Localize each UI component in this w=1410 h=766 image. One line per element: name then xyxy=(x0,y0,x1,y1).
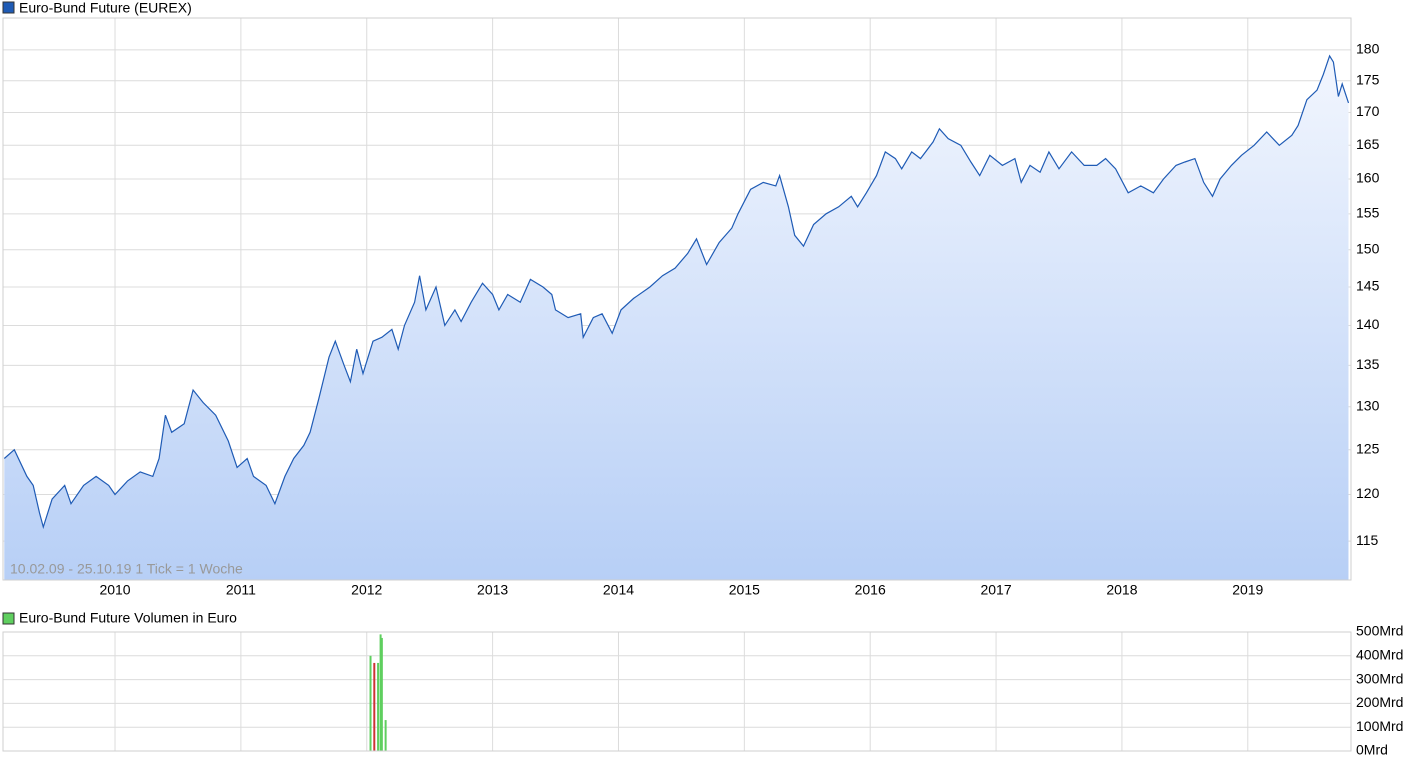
y-tick-label: 125 xyxy=(1356,440,1380,456)
y-tick-label: 145 xyxy=(1356,278,1380,294)
y-tick-label: 200Mrd xyxy=(1356,694,1403,710)
y-tick-label: 130 xyxy=(1356,397,1380,413)
y-tick-label: 135 xyxy=(1356,356,1380,372)
plot-frame xyxy=(2,631,1352,752)
y-tick-label: 175 xyxy=(1356,71,1380,87)
y-tick-label: 180 xyxy=(1356,41,1380,57)
x-tick-label: 2017 xyxy=(980,582,1011,598)
x-tick-label: 2013 xyxy=(477,582,508,598)
x-tick-label: 2010 xyxy=(99,582,130,598)
legend-swatch xyxy=(2,1,15,14)
volume-bar xyxy=(369,655,372,751)
y-tick-label: 165 xyxy=(1356,136,1380,152)
y-tick-label: 0Mrd xyxy=(1356,742,1388,758)
y-tick-label: 155 xyxy=(1356,205,1380,221)
x-tick-label: 2018 xyxy=(1106,582,1137,598)
y-tick-label: 150 xyxy=(1356,240,1380,256)
y-tick-label: 400Mrd xyxy=(1356,647,1403,663)
legend-label: Euro-Bund Future Volumen in Euro xyxy=(19,610,237,626)
area xyxy=(4,55,1349,580)
x-tick-label: 2012 xyxy=(351,582,382,598)
legend-swatch xyxy=(2,612,15,625)
volume-bar xyxy=(373,662,376,751)
legend-label: Euro-Bund Future (EUREX) xyxy=(19,0,192,16)
y-tick-label: 500Mrd xyxy=(1356,623,1403,639)
y-tick-label: 100Mrd xyxy=(1356,718,1403,734)
y-tick-label: 170 xyxy=(1356,103,1380,119)
volume-bar xyxy=(377,662,380,751)
x-tick-label: 2011 xyxy=(226,582,256,598)
plot-frame xyxy=(2,17,1352,581)
volume-panel: 0Mrd 100Mrd 200Mrd 300Mrd 400Mrd 500Mrd xyxy=(3,623,1403,758)
y-tick-label: 115 xyxy=(1356,532,1379,548)
x-tick-label: 2016 xyxy=(855,582,886,598)
volume-bar xyxy=(384,720,387,751)
price-panel: 2010 2011 2012 2013 2014 2015 2016 2017 2018 2019… xyxy=(3,18,1380,598)
volume-bar xyxy=(379,634,382,751)
volume-bar xyxy=(380,637,383,751)
y-tick-label: 300Mrd xyxy=(1356,670,1403,686)
x-tick-label: 2015 xyxy=(729,582,760,598)
x-tick-label: 2014 xyxy=(603,582,634,598)
x-tick-label: 2019 xyxy=(1232,582,1263,598)
y-tick-label: 140 xyxy=(1356,316,1380,332)
y-tick-label: 160 xyxy=(1356,170,1380,186)
price-line xyxy=(3,54,1350,530)
annotation: 10.02.09 - 25.10.19 1 Tick = 1 Woche xyxy=(10,561,243,577)
y-tick-label: 120 xyxy=(1356,485,1380,501)
